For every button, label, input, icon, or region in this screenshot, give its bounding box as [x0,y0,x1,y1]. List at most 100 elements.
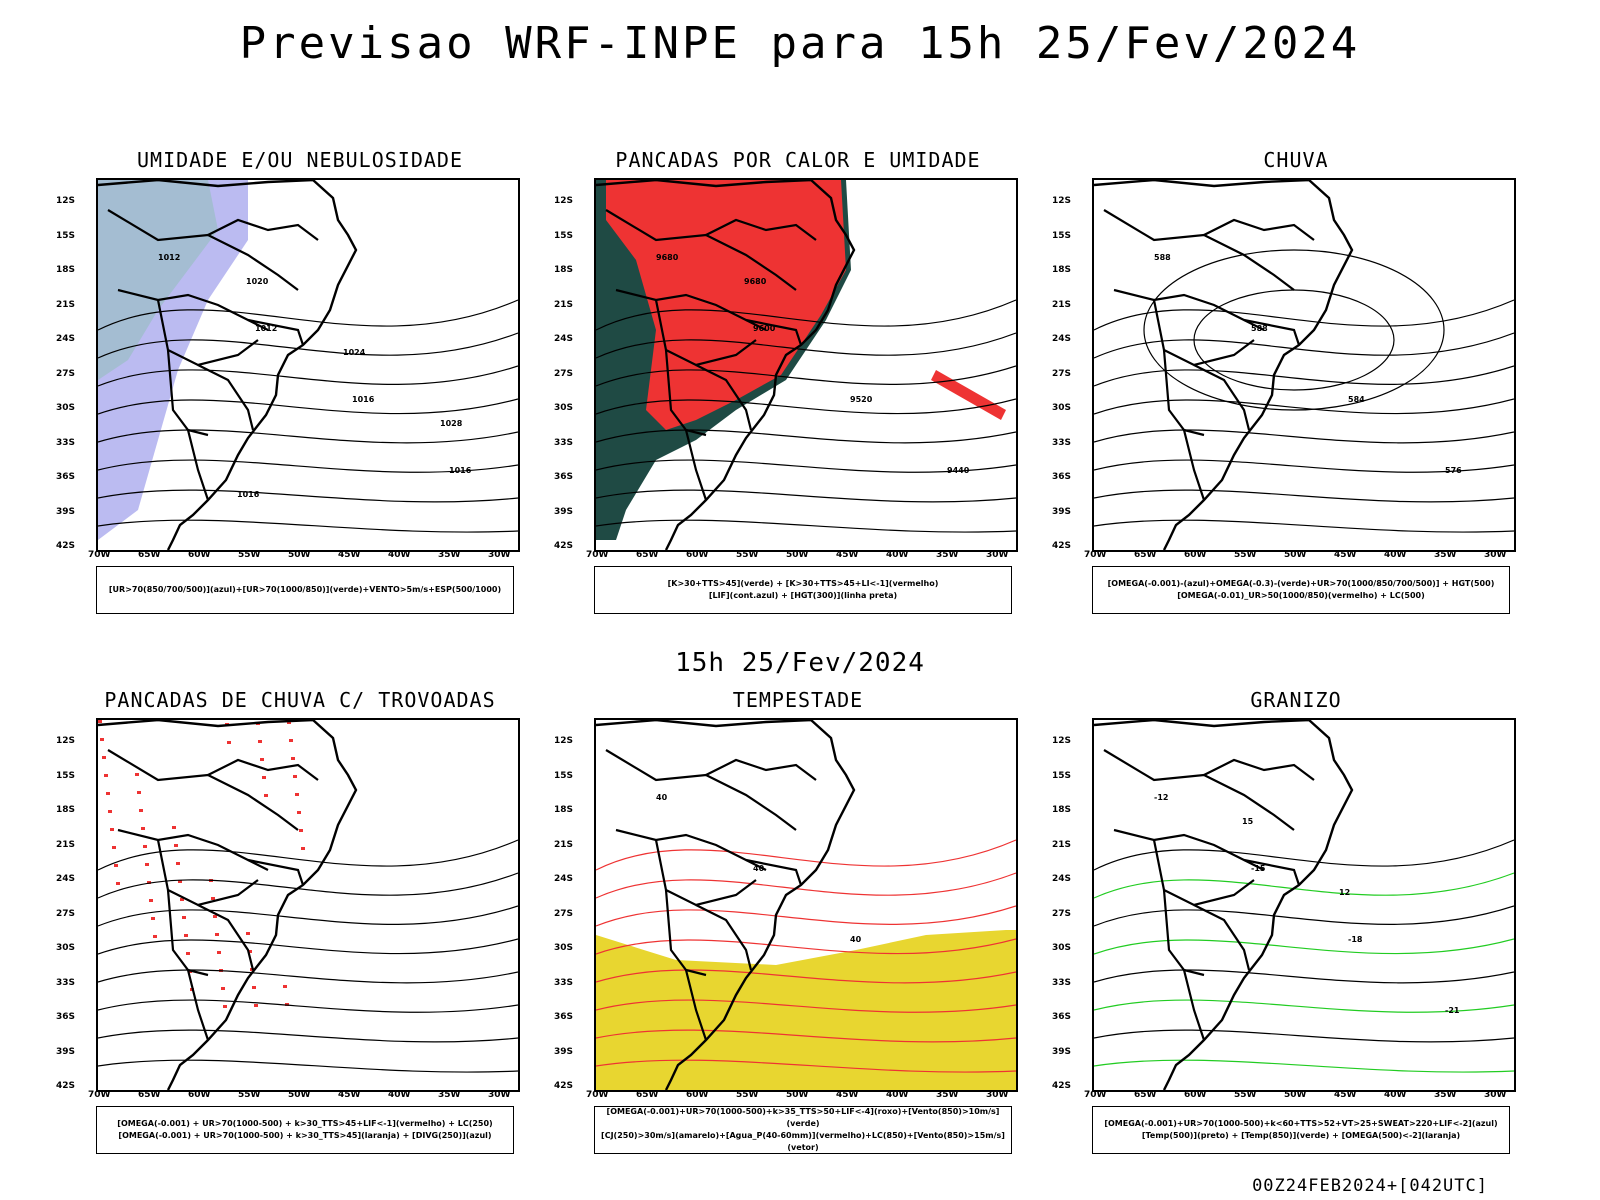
contour-label: 9440 [947,466,970,475]
contour-label: 1024 [343,348,366,357]
lat-tick-label: 39S [554,1046,574,1057]
legend-line: [K>30+TTS>45](verde) + [K>30+TTS>45+LI<-… [667,579,939,588]
panel-legend: [OMEGA(-0.001)+UR>70(1000-500)+k>35_TTS>… [594,1106,1012,1154]
lat-tick-label: 27S [554,368,574,379]
lon-tick-label: 60W [686,1090,709,1100]
lon-tick-label: 60W [1184,550,1207,560]
lat-tick-label: 42S [56,1081,76,1091]
lat-tick-label: 21S [1052,839,1072,850]
lat-tick-label: 30S [1052,403,1072,413]
lat-tick-label: 30S [56,403,76,413]
lon-tick-label: 45W [1334,1090,1357,1100]
lon-tick-label: 40W [1384,550,1407,560]
lon-tick-label: 40W [1384,1090,1407,1100]
panel-title: UMIDADE E/OU NEBULOSIDADE [136,148,464,172]
lon-tick-label: 45W [338,550,361,560]
lon-tick-label: 60W [188,550,211,560]
lat-tick-label: 39S [1052,1046,1072,1057]
lat-tick-label: 39S [554,506,574,517]
lat-tick-label: 42S [56,541,76,551]
panel-title: GRANIZO [1250,688,1342,712]
lon-tick-label: 30W [1484,1090,1507,1100]
lat-tick-label: 27S [1052,908,1072,919]
contour-label: 588 [1251,324,1268,333]
legend-line: [OMEGA(-0.001)+UR>70(1000-500)+k>35_TTS>… [606,1107,1000,1128]
lon-tick-label: 35W [936,550,959,560]
lon-tick-label: 65W [1134,1090,1157,1100]
legend-line: [CJ(250)>30m/s](amarelo)+[Agua_P(40-60mm… [601,1131,1005,1152]
legend-line: [OMEGA(-0.01)_UR>50(1000/850)(vermelho) … [1177,591,1425,600]
lon-tick-label: 30W [986,550,1009,560]
lon-tick-label: 45W [836,1090,859,1100]
lon-tick-label: 35W [936,1090,959,1100]
contour-label: -15 [1251,864,1266,873]
lon-tick-label: 40W [388,1090,411,1100]
lat-tick-label: 42S [1052,1081,1072,1091]
lat-tick-label: 33S [1052,437,1072,448]
lat-tick-label: 24S [554,874,574,884]
contour-label: 1016 [237,490,260,499]
lat-tick-label: 39S [56,506,76,517]
lat-tick-label: 24S [554,334,574,344]
contour-label: 40 [850,935,862,944]
lon-tick-label: 65W [138,550,161,560]
lon-tick-label: 70W [88,550,111,560]
lat-tick-label: 21S [56,839,76,850]
map-plot: 40 40 40 [594,718,1018,1092]
lat-tick-label: 12S [56,736,76,746]
legend-line: [UR>70(850/700/500)](azul)+[UR>70(1000/8… [108,585,502,594]
map-fields: 1012 1012 1016 1016 1020 1024 1028 1016 [98,180,518,550]
lat-tick-label: 24S [56,334,76,344]
lon-tick-label: 35W [1434,1090,1457,1100]
lat-tick-label: 24S [56,874,76,884]
lon-tick-label: 30W [488,1090,511,1100]
map-plot [96,718,520,1092]
lon-tick-label: 70W [88,1090,111,1100]
lon-tick-label: 60W [188,1090,211,1100]
lat-tick-label: 21S [1052,299,1072,310]
lon-tick-label: 55W [1234,1090,1257,1100]
lat-tick-label: 36S [1052,472,1072,482]
panel-legend: [K>30+TTS>45](verde) + [K>30+TTS>45+LI<-… [594,566,1012,614]
lon-tick-label: 45W [1334,550,1357,560]
lat-tick-label: 30S [554,943,574,953]
map-panel: UMIDADE E/OU NEBULOSIDADE 1012 1012 1016 101… [50,148,550,648]
contour-label: 584 [1348,395,1365,404]
lat-tick-label: 18S [1052,805,1072,815]
map-fields: 588 588 584 576 [1094,180,1514,550]
map-panel: PANCADAS DE CHUVA C/ TROVOADAS 12S 15S 18S 2… [50,688,550,1188]
lon-tick-label: 40W [388,550,411,560]
lat-tick-label: 33S [56,437,76,448]
page-title: Previsao WRF-INPE para 15h 25/Fev/2024 [239,18,1361,69]
map-panel: GRANIZO -12 -15 -18 -21 15 12 12S 15S 18S 21S 24S 27… [1046,688,1546,1188]
contour-label: 576 [1445,466,1462,475]
lat-tick-label: 15S [1052,770,1072,781]
lat-tick-label: 18S [1052,265,1072,275]
panel-legend: [OMEGA(-0.001)-(azul)+OMEGA(-0.3)-(verde… [1092,566,1510,614]
lat-tick-label: 39S [1052,506,1072,517]
valid-time-title: 15h 25/Fev/2024 [675,648,925,678]
lon-tick-label: 55W [736,550,759,560]
lon-tick-label: 50W [1284,550,1307,560]
panel-title: PANCADAS POR CALOR E UMIDADE [615,148,981,172]
lat-tick-label: 27S [1052,368,1072,379]
lat-tick-label: 36S [1052,1012,1072,1022]
map-plot: 9680 9600 9520 9440 9680 [594,178,1018,552]
contour-label: 12 [1339,888,1350,897]
lon-tick-label: 50W [786,550,809,560]
lat-tick-label: 42S [554,541,574,551]
map-panel: CHUVA 588 588 584 576 12S 15S 18S 21S 24S 27S 30S 33… [1046,148,1546,648]
lat-tick-label: 30S [1052,943,1072,953]
panel-legend: [OMEGA(-0.001)+UR>70(1000-500)+k<60+TTS>… [1092,1106,1510,1154]
lon-tick-label: 30W [1484,550,1507,560]
run-footer: 00Z24FEB2024+[042UTC] [1252,1176,1488,1196]
panel-title: TEMPESTADE [732,688,864,712]
panel-legend: [OMEGA(-0.001) + UR>70(1000-500) + k>30_… [96,1106,514,1154]
map-fields: -12 -15 -18 -21 15 12 [1094,720,1514,1090]
panel-title: CHUVA [1263,148,1329,172]
lon-tick-label: 55W [736,1090,759,1100]
lon-tick-label: 50W [786,1090,809,1100]
contour-label: 1020 [246,277,269,286]
legend-line: [OMEGA(-0.001)+UR>70(1000-500)+k<60+TTS>… [1104,1119,1498,1128]
lat-tick-label: 21S [554,299,574,310]
